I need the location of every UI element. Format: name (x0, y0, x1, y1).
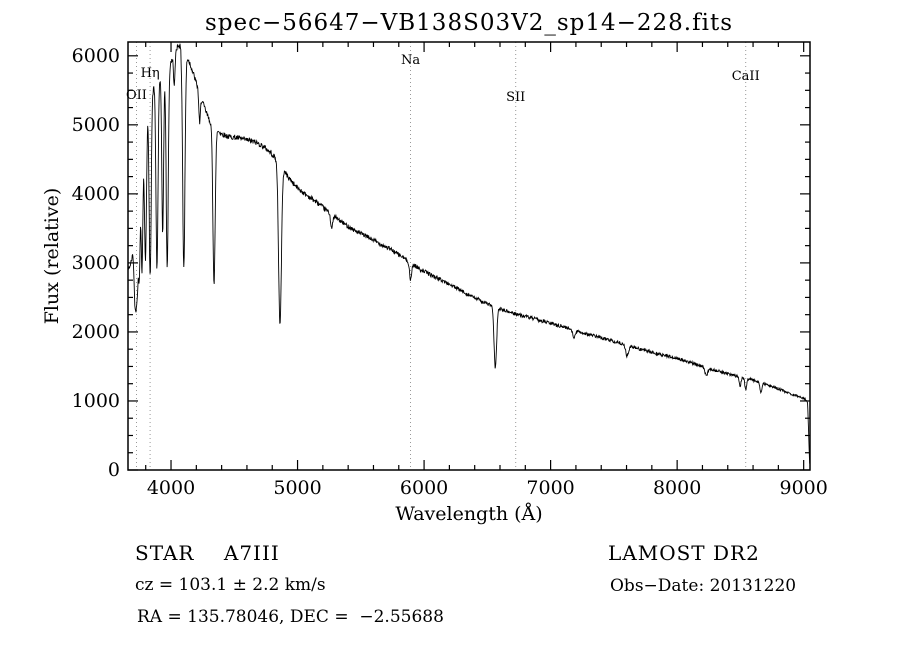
spectral-line-label: SII (506, 90, 526, 105)
spectral-line-label: Na (400, 53, 421, 68)
x-tick-label: 9000 (779, 477, 828, 499)
y-tick-label: 4000 (71, 182, 120, 205)
x-tick-label: 8000 (652, 477, 702, 499)
cz-value: cz = 103.1 ± 2.2 km/s (135, 575, 326, 595)
x-axis-label: Wavelength (Å) (395, 503, 543, 525)
x-tick-label: 7000 (526, 477, 575, 499)
y-tick-label: 6000 (71, 44, 120, 67)
ra-dec-value: RA = 135.78046, DEC = −2.55688 (137, 607, 444, 627)
survey-label: LAMOST DR2 (608, 541, 760, 565)
plot-title: spec−56647−VB138S03V2_sp14−228.fits (204, 10, 734, 36)
y-tick-label: 3000 (71, 251, 120, 274)
y-tick-label: 0 (107, 459, 120, 481)
x-tick-label: 5000 (273, 477, 322, 499)
y-tick-label: 2000 (71, 320, 120, 343)
star-class-label: STAR A7III (135, 541, 280, 565)
x-tick-label: 6000 (399, 477, 449, 499)
obs-date-value: Obs−Date: 20131220 (610, 576, 797, 596)
x-tick-label: 4000 (146, 477, 196, 499)
y-tick-label: 5000 (71, 113, 120, 136)
spectral-line-label: CaII (731, 69, 760, 84)
y-tick-label: 1000 (71, 389, 120, 412)
spectral-line-label: OII (126, 88, 147, 103)
spectral-line-label: Hη (140, 66, 160, 81)
